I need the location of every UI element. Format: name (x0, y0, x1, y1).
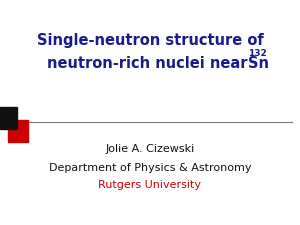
Text: Department of Physics & Astronomy: Department of Physics & Astronomy (49, 163, 251, 173)
Text: Rutgers University: Rutgers University (98, 180, 202, 190)
Text: 132: 132 (248, 49, 267, 58)
Text: Sn: Sn (248, 56, 269, 72)
Bar (0, 107, 17, 129)
Text: neutron-rich nuclei near: neutron-rich nuclei near (47, 56, 253, 72)
Text: Single-neutron structure of: Single-neutron structure of (37, 32, 263, 47)
Bar (8, 120, 28, 142)
Text: Jolie A. Cizewski: Jolie A. Cizewski (105, 144, 195, 154)
